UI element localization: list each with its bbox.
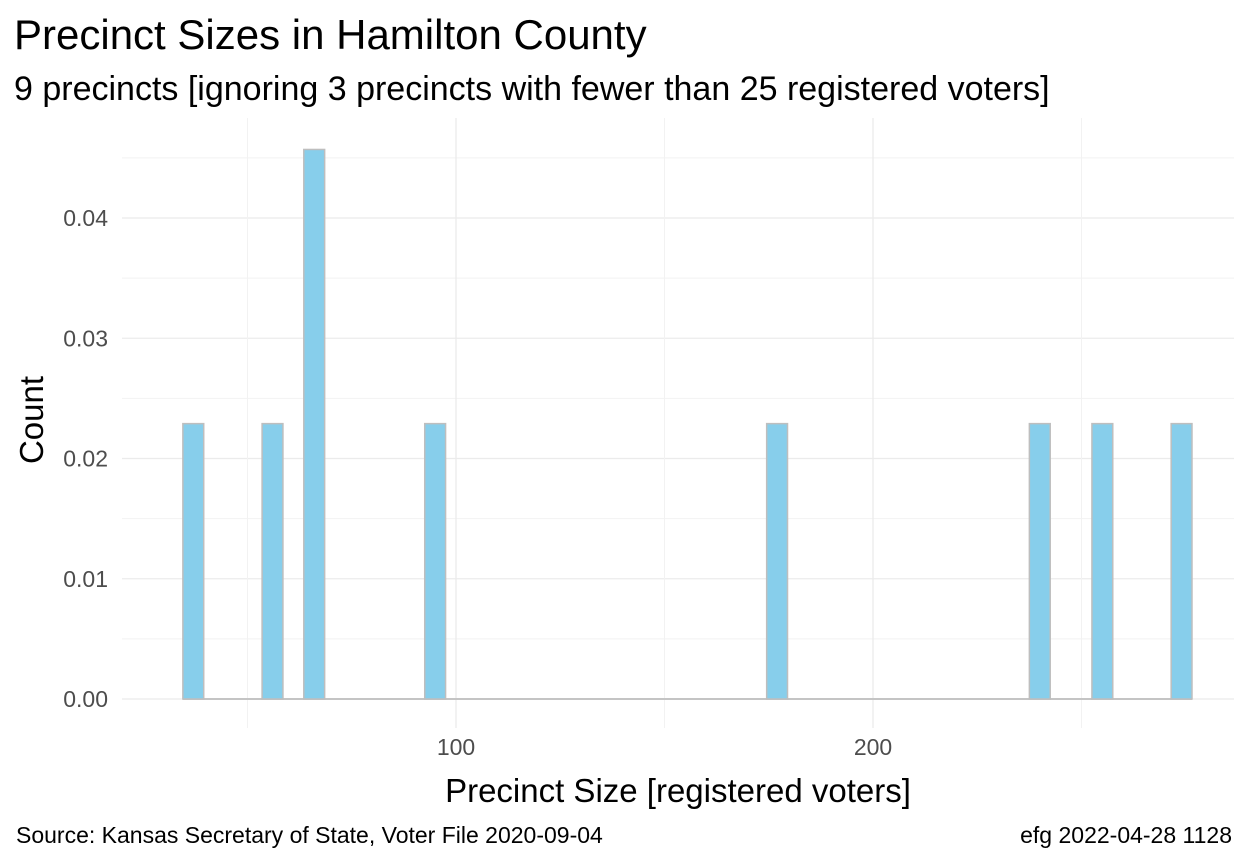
y-tick-label: 0.02 (63, 446, 108, 472)
histogram-bar (1028, 422, 1051, 700)
x-axis-title: Precinct Size [registered voters] (445, 772, 911, 809)
y-tick-label: 0.04 (63, 205, 108, 231)
histogram-bar (423, 422, 447, 700)
histogram-bar (1170, 422, 1193, 700)
x-tick-label: 200 (854, 734, 892, 760)
y-axis-title: Count (13, 376, 50, 464)
caption-stamp: efg 2022-04-28 1128 (1020, 822, 1232, 848)
y-tick-label: 0.01 (63, 566, 108, 592)
histogram-bar (303, 148, 326, 700)
y-tick-label: 0.00 (63, 686, 108, 712)
histogram-bar (765, 422, 789, 700)
chart-subtitle: 9 precincts [ignoring 3 precincts with f… (14, 70, 1050, 108)
axis-tick-labels: 0.00 0.01 0.02 0.03 0.04 100 200 (63, 205, 892, 760)
histogram-bar (1091, 422, 1114, 700)
chart-title: Precinct Sizes in Hamilton County (14, 11, 647, 58)
grid-lines (122, 118, 1234, 728)
x-tick-label: 100 (437, 734, 475, 760)
caption-source: Source: Kansas Secretary of State, Voter… (16, 822, 603, 848)
histogram-bars (182, 148, 1193, 700)
histogram-bar (182, 422, 205, 700)
y-tick-label: 0.03 (63, 325, 108, 351)
histogram-bar (261, 422, 284, 700)
